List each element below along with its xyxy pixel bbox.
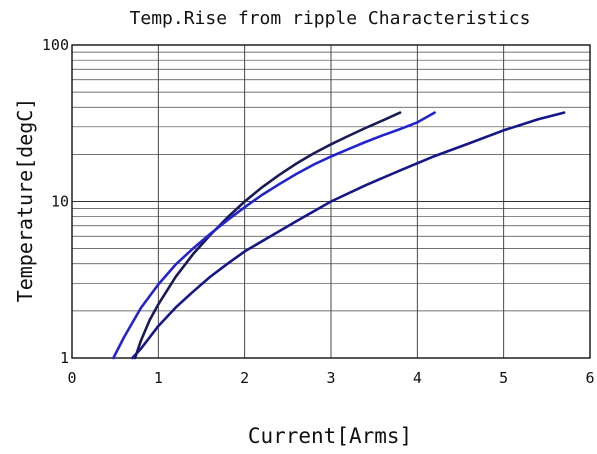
y-tick-label: 10	[51, 193, 69, 211]
tick-labels: 0 1 2 3 4 5 6 1 10 100	[42, 36, 595, 387]
x-tick-label: 5	[499, 369, 508, 387]
y-tick-label: 1	[60, 349, 69, 367]
series-line-2	[112, 111, 436, 360]
series-line-1	[133, 111, 402, 360]
x-tick-label: 4	[413, 369, 422, 387]
x-axis-label: Current[Arms]	[248, 424, 412, 448]
x-tick-label: 2	[240, 369, 249, 387]
chart-title: Temp.Rise from ripple Characteristics	[130, 8, 531, 29]
y-axis-label: Temperature[degC]	[13, 98, 37, 303]
series-layer	[112, 111, 566, 360]
series-line-3	[131, 111, 566, 360]
x-tick-label: 3	[326, 369, 335, 387]
x-tick-label: 6	[585, 369, 594, 387]
grid-lines	[72, 45, 590, 358]
x-tick-label: 0	[67, 369, 76, 387]
x-tick-label: 1	[154, 369, 163, 387]
plot-frame	[71, 44, 591, 359]
y-tick-label: 100	[42, 36, 69, 54]
